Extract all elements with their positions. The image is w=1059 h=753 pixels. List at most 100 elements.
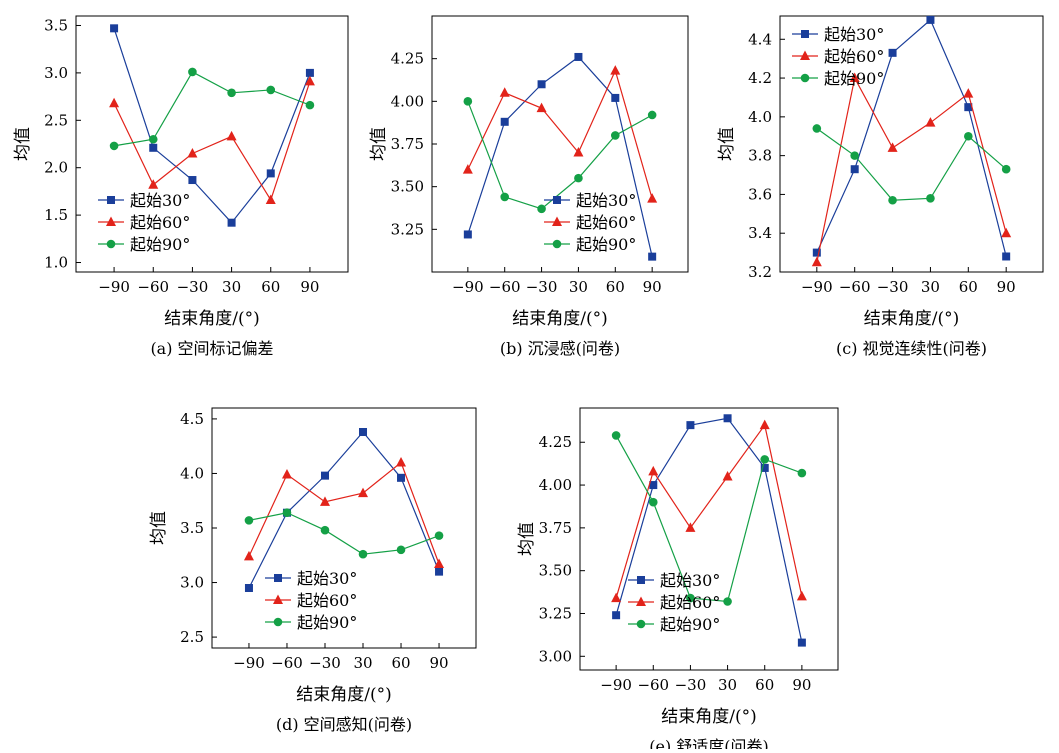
data-point <box>574 173 583 183</box>
data-point <box>537 80 546 89</box>
series-line <box>615 423 803 599</box>
legend-marker <box>552 216 562 226</box>
legend: 起始30° 起始60° 起始90° <box>792 25 884 88</box>
x-tick-label: −30 <box>877 278 909 296</box>
legend-marker <box>800 50 810 60</box>
y-axis-label: 均值 <box>369 127 389 161</box>
series-2 <box>109 75 315 204</box>
series-line <box>816 18 1007 257</box>
x-tick-label: 90 <box>300 278 319 296</box>
y-tick-label: 3.25 <box>539 604 572 622</box>
data-point <box>499 87 510 97</box>
data-point <box>686 593 695 603</box>
series-2 <box>611 419 807 603</box>
data-point <box>611 93 620 102</box>
x-axis-label: 结束角度/(°) <box>164 309 260 329</box>
chart-panel-e: 3.00 3.25 3.50 3.75 4.00 4.25 −90 −60 −30 30 60 90 结… <box>517 407 839 753</box>
x-tick-label: 30 <box>222 278 241 296</box>
y-tick-label: 3.5 <box>180 519 204 537</box>
x-tick-label: 30 <box>569 278 588 296</box>
legend-marker <box>273 594 283 604</box>
y-tick-label: 2.5 <box>180 628 204 646</box>
y-tick-label: 3.4 <box>748 224 772 242</box>
y-tick-label: 3.2 <box>748 263 772 281</box>
data-point <box>319 496 330 506</box>
data-point <box>1002 252 1011 261</box>
legend-label: 起始60° <box>576 213 636 232</box>
data-point <box>797 468 807 478</box>
legend-label: 起始90° <box>297 613 357 632</box>
data-point <box>849 72 860 83</box>
y-tick-label: 4.2 <box>748 69 772 87</box>
series-3 <box>611 431 807 606</box>
legend-marker <box>800 73 810 83</box>
legend-marker <box>636 619 646 629</box>
x-tick-label: 60 <box>606 278 625 296</box>
x-tick-label: −90 <box>98 278 130 296</box>
x-tick-label: −90 <box>801 278 833 296</box>
y-tick-label: 3.50 <box>539 562 572 580</box>
data-point <box>110 24 119 33</box>
data-point <box>611 431 621 440</box>
series-3 <box>463 97 657 214</box>
legend-label: 起始90° <box>824 69 884 88</box>
series-line <box>615 435 803 603</box>
x-tick-label: 60 <box>755 676 774 694</box>
x-tick-label: −30 <box>675 676 707 694</box>
data-point <box>358 487 369 498</box>
data-point <box>888 48 897 57</box>
y-axis-label: 均值 <box>13 127 33 161</box>
plot-frame <box>779 15 1044 273</box>
y-tick-label: 3.6 <box>748 185 772 203</box>
x-tick-label: 90 <box>792 676 811 694</box>
series-line <box>248 512 440 555</box>
data-point <box>850 165 859 174</box>
legend-marker <box>552 239 562 249</box>
data-point <box>188 67 197 77</box>
x-tick-label: 30 <box>921 278 940 296</box>
data-point <box>812 248 821 257</box>
series-1 <box>812 15 1011 261</box>
legend-label: 起始30° <box>576 191 636 210</box>
legend-marker <box>553 196 561 204</box>
chart-caption: (b) 沉浸感(问卷) <box>500 339 620 358</box>
data-point <box>243 550 254 561</box>
y-tick-label: 3.0 <box>44 64 68 82</box>
data-point <box>226 130 237 141</box>
data-point <box>148 179 159 189</box>
x-tick-label: 60 <box>959 278 978 296</box>
data-point <box>926 194 935 203</box>
legend-label: 起始30° <box>824 25 884 44</box>
legend-label: 起始60° <box>660 593 720 612</box>
legend-label: 起始90° <box>660 615 720 634</box>
data-point <box>1001 227 1012 238</box>
x-axis-label: 结束角度/(°) <box>661 707 757 727</box>
data-point <box>266 85 276 95</box>
data-point <box>964 131 973 141</box>
data-point <box>811 256 822 267</box>
data-point <box>188 176 197 185</box>
legend-marker <box>637 576 645 584</box>
chart-panel-d: 2.5 3.0 3.5 4.0 4.5 −90 −60 −30 30 60 90 结束角度/(°) 均值… <box>149 407 477 734</box>
x-tick-label: −30 <box>177 278 209 296</box>
data-point <box>686 421 695 430</box>
plot-frame <box>75 15 349 273</box>
series-2 <box>243 457 445 568</box>
data-point <box>434 558 445 568</box>
data-point <box>244 516 254 525</box>
x-tick-label: −60 <box>489 278 521 296</box>
legend: 起始30° 起始60° 起始90° <box>265 569 357 632</box>
y-tick-label: 4.0 <box>748 108 772 126</box>
data-point <box>282 508 292 518</box>
data-point <box>723 597 732 606</box>
data-point <box>612 611 621 620</box>
y-tick-label: 4.25 <box>391 50 424 68</box>
data-point <box>759 419 770 430</box>
plot-frame <box>579 407 839 671</box>
x-tick-label: −90 <box>600 676 632 694</box>
legend-label: 起始90° <box>130 235 190 254</box>
series-2 <box>811 72 1012 267</box>
legend: 起始30° 起始60° 起始90° <box>98 191 190 254</box>
chart-caption: (e) 舒适度(问卷) <box>649 737 769 749</box>
data-point <box>266 169 275 178</box>
